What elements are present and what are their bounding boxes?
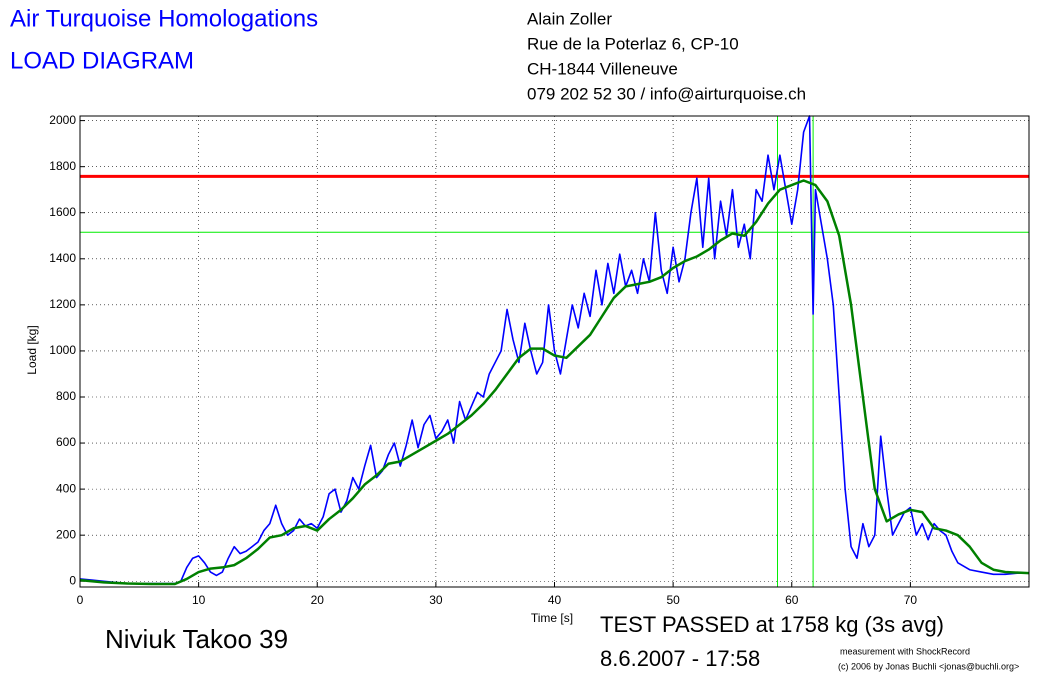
x-tick-label: 40: [548, 593, 562, 607]
y-tick-label: 800: [56, 389, 76, 403]
date: 8.6.2007 - 17:58: [600, 646, 760, 671]
plot-area: 0 200 400 600 800 1000 1200 1400 1600 1800 2000 0 10…: [49, 113, 1030, 607]
x-tick-label: 60: [785, 593, 799, 607]
credits: (c) 2006 by Jonas Buchli <jonas@buchli.o…: [838, 661, 1019, 671]
credits: measurement with ShockRecord: [840, 646, 970, 656]
address-line: Alain Zoller: [527, 9, 612, 28]
x-axis-label: Time [s]: [531, 611, 573, 625]
y-tick-label: 1200: [49, 297, 76, 311]
x-tick-label: 30: [429, 593, 443, 607]
address-line: CH-1844 Villeneuve: [527, 59, 678, 78]
x-tick-label: 0: [77, 593, 84, 607]
plot-frame: [79, 115, 1030, 588]
x-tick-label: 10: [192, 593, 206, 607]
y-tick-label: 1800: [49, 159, 76, 173]
chart-subtitle: LOAD DIAGRAM: [10, 47, 194, 74]
data-line: [79, 179, 1030, 586]
result: TEST PASSED at 1758 kg (3s avg): [600, 612, 944, 637]
y-tick-label: 1000: [49, 343, 76, 357]
address-line: Rue de la Poterlaz 6, CP-10: [527, 34, 739, 53]
y-tick-label: 400: [56, 481, 76, 495]
address-line: 079 202 52 30 / info@airturquoise.ch: [527, 84, 806, 103]
x-tick-label: 70: [904, 593, 918, 607]
chart-title: Air Turquoise Homologations: [10, 5, 318, 32]
y-tick-label: 200: [56, 527, 76, 541]
y-tick-label: 1400: [49, 251, 76, 265]
y-tick-label: 600: [56, 435, 76, 449]
y-tick-label: 1600: [49, 205, 76, 219]
glider-name: Niviuk Takoo 39: [105, 624, 288, 654]
y-tick-label: 0: [69, 573, 76, 587]
y-axis-label: Load [kg]: [25, 325, 39, 374]
y-tick-label: 2000: [49, 113, 76, 127]
x-tick-label: 50: [666, 593, 680, 607]
x-tick-label: 20: [311, 593, 325, 607]
